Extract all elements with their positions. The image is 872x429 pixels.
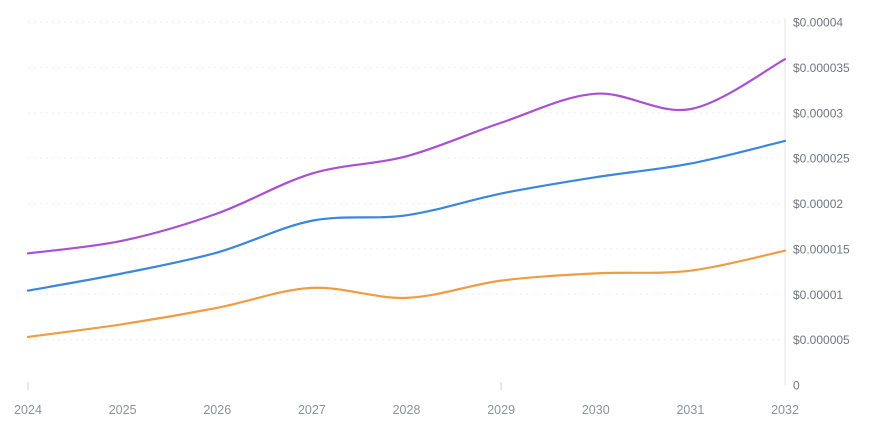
x-axis-label: 2027 (298, 403, 326, 417)
series-line-minimum-price[interactable] (26, 249, 787, 339)
series-line-maximum-price[interactable] (26, 58, 787, 255)
x-axis-label: 2030 (582, 403, 610, 417)
y-axis-label: $0.000005 (793, 333, 850, 347)
x-axis-label: 2032 (771, 403, 799, 417)
x-axis-label: 2029 (487, 403, 515, 417)
y-axis-label: $0.00002 (793, 197, 843, 211)
series-line-average-price[interactable] (26, 139, 787, 292)
y-axis-label: 0 (793, 379, 800, 393)
y-axis-label: $0.000025 (793, 152, 850, 166)
x-axis-label: 2025 (109, 403, 137, 417)
x-axis-label: 2026 (203, 403, 231, 417)
y-axis-label: $0.000035 (793, 61, 850, 75)
y-axis-label: $0.00004 (793, 16, 843, 30)
y-axis-label: $0.000015 (793, 242, 850, 256)
x-axis-label: 2028 (393, 403, 421, 417)
x-axis-label: 2024 (14, 403, 42, 417)
y-axis-label: $0.00001 (793, 288, 843, 302)
x-axis-label: 2031 (676, 403, 704, 417)
y-axis-label: $0.00003 (793, 106, 843, 120)
